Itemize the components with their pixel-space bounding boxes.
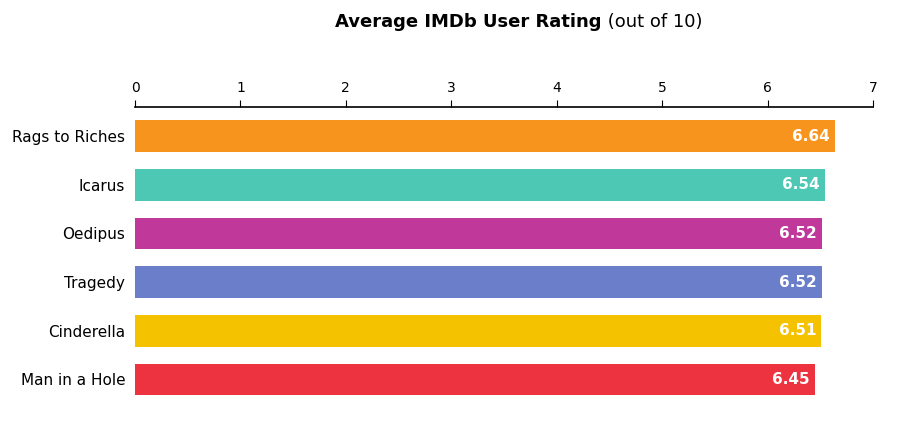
Text: 6.45: 6.45 — [772, 372, 810, 387]
Bar — [135, 266, 823, 298]
Text: 6.51: 6.51 — [778, 323, 816, 338]
Bar — [135, 120, 835, 152]
Text: 6.64: 6.64 — [792, 129, 830, 144]
Bar — [135, 315, 822, 346]
Bar — [135, 218, 823, 249]
Text: 6.54: 6.54 — [781, 177, 819, 192]
Text: 6.52: 6.52 — [779, 226, 817, 241]
Text: 6.52: 6.52 — [779, 275, 817, 290]
Text: (out of 10): (out of 10) — [602, 13, 702, 31]
Bar — [135, 169, 824, 201]
Bar — [135, 363, 815, 395]
Text: Average IMDb User Rating: Average IMDb User Rating — [335, 13, 602, 31]
